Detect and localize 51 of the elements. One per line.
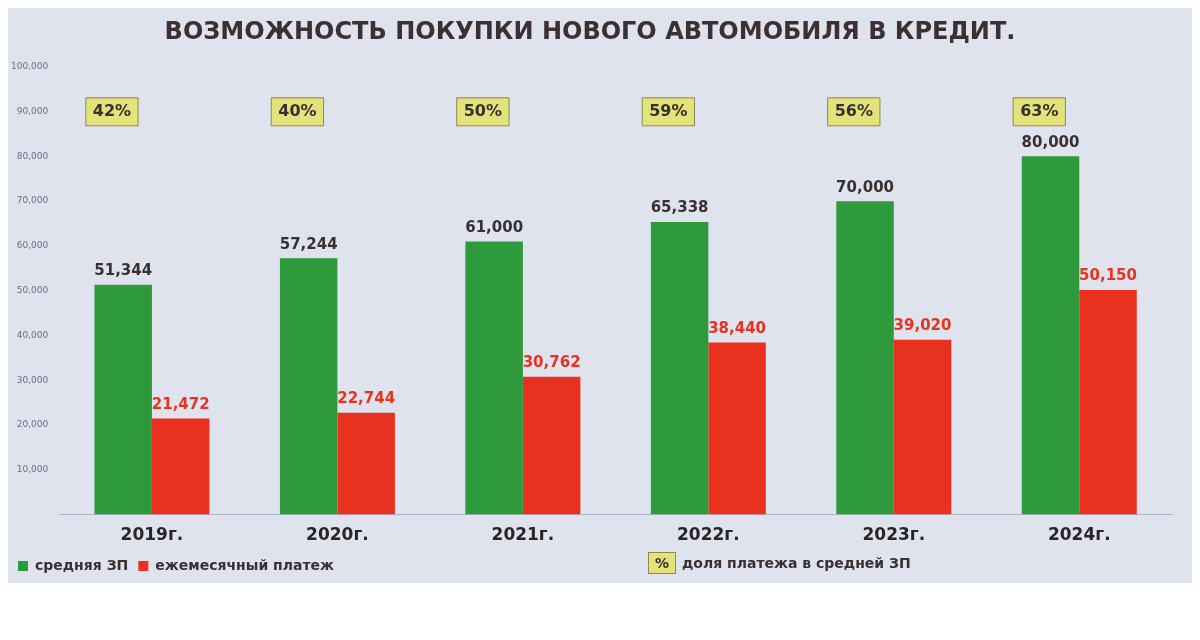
bar — [650, 222, 709, 515]
bar — [1021, 156, 1080, 515]
data-label: 65,338 — [650, 198, 709, 217]
legend-label: ежемесячный платеж — [155, 556, 335, 573]
y-tick-label: 80,000 — [16, 150, 49, 161]
text: доля платежа в средней ЗП — [682, 555, 911, 571]
data-label: 21,472 — [151, 394, 210, 413]
y-tick-label: 30,000 — [16, 374, 49, 385]
data-label: 30,762 — [522, 353, 581, 372]
bar — [1079, 290, 1137, 515]
bar — [94, 284, 152, 515]
bar — [337, 412, 395, 515]
y-tick-label: 70,000 — [16, 195, 49, 206]
y-tick-label: 20,000 — [16, 419, 49, 430]
data-label: 38,440 — [708, 318, 767, 337]
y-tick-label: 40,000 — [16, 329, 49, 340]
x-tick-label: 2022г. — [677, 524, 740, 545]
bar — [522, 376, 581, 515]
bar — [465, 241, 523, 515]
data-label: 39,020 — [893, 316, 952, 335]
annotation: 42% — [92, 100, 132, 120]
y-tick-label: 10,000 — [16, 464, 49, 475]
annotation: 40% — [278, 100, 317, 120]
text: % — [648, 552, 677, 574]
x-tick-label: 2024г. — [1047, 524, 1111, 545]
y-tick-label: 90,000 — [16, 105, 49, 116]
bar — [151, 418, 210, 515]
legend-label: средняя ЗП — [35, 556, 129, 573]
y-tick-label: 60,000 — [16, 240, 49, 251]
bar — [279, 258, 338, 515]
data-label: 57,244 — [279, 234, 338, 253]
x-tick-label: 2019г. — [120, 524, 184, 545]
x-tick-label: 2021г. — [491, 524, 555, 545]
bar — [836, 201, 894, 515]
data-label: 80,000 — [1021, 132, 1080, 151]
chart-title: ВОЗМОЖНОСТЬ ПОКУПКИ НОВОГО АВТОМОБИЛЯ В КРЕДИТ. — [164, 16, 1016, 45]
data-label: 61,000 — [465, 217, 524, 236]
annotation: 56% — [834, 100, 873, 120]
x-tick-label: 2020г. — [306, 524, 369, 545]
y-tick-label: 100,000 — [11, 61, 49, 72]
bar — [893, 339, 952, 515]
y-tick-label: 50,000 — [16, 285, 49, 296]
data-label: 50,150 — [1079, 266, 1137, 285]
data-label: 22,744 — [337, 389, 396, 408]
data-label: 70,000 — [836, 177, 894, 196]
data-label: 51,344 — [94, 261, 153, 280]
annotation: 59% — [649, 100, 688, 120]
annotation: 63% — [1020, 100, 1059, 120]
bar — [708, 342, 766, 515]
annotation: 50% — [463, 100, 503, 120]
x-tick-label: 2023г. — [862, 524, 926, 545]
